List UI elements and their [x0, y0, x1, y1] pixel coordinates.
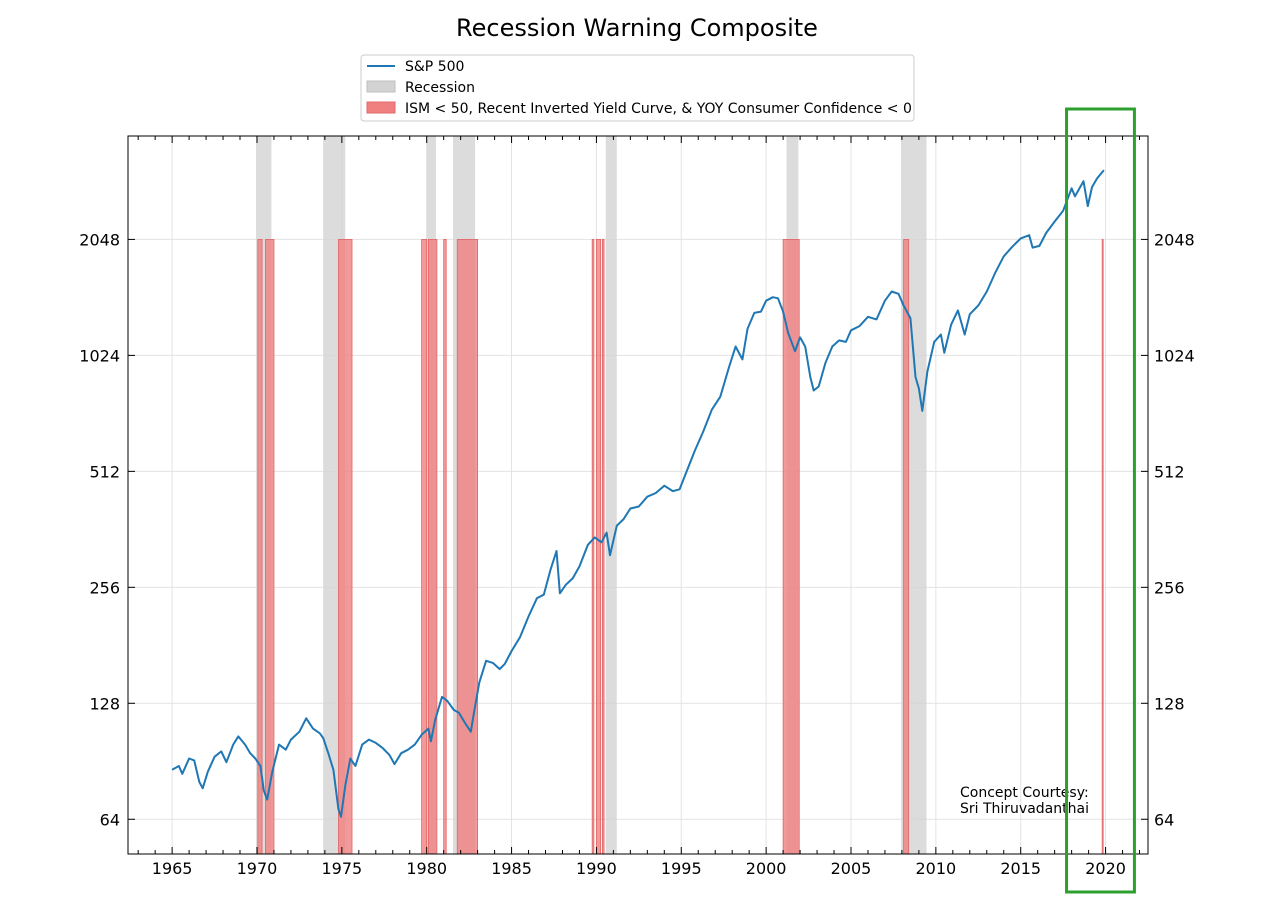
- y-tick-label-right: 2048: [1154, 230, 1195, 249]
- x-tick-label: 1970: [237, 859, 278, 878]
- y-tick-label-right: 256: [1154, 578, 1185, 597]
- legend-swatch-recession: [366, 80, 396, 93]
- recession-bands: [256, 136, 927, 854]
- warning-band: [1101, 239, 1104, 854]
- x-tick-label: 1975: [321, 859, 362, 878]
- warning-band: [782, 239, 800, 854]
- warning-band: [421, 239, 428, 854]
- axis-ticks: 1965 1970 1975 1980 1985 1990 1995 2000 2005 2010…: [79, 136, 1195, 878]
- y-tick-label-left: 128: [89, 694, 120, 713]
- x-tick-label: 1965: [152, 859, 193, 878]
- legend-label-warning: ISM < 50, Recent Inverted Yield Curve, &…: [405, 101, 912, 117]
- warning-band: [601, 239, 605, 854]
- x-tick-label: 2015: [1000, 859, 1041, 878]
- y-tick-label-left: 64: [100, 810, 120, 829]
- x-tick-label: 1980: [406, 859, 447, 878]
- courtesy-annotation: Concept Courtesy: Sri Thiruvadanthai: [960, 785, 1089, 817]
- y-tick-label-right: 128: [1154, 694, 1185, 713]
- y-tick-label-left: 1024: [79, 346, 120, 365]
- x-tick-label: 2010: [915, 859, 956, 878]
- y-tick-label-left: 512: [89, 462, 120, 481]
- x-tick-label: 2005: [831, 859, 872, 878]
- legend-swatch-warning: [366, 101, 396, 114]
- x-tick-label: 1990: [576, 859, 617, 878]
- x-tick-label: 2020: [1085, 859, 1126, 878]
- x-tick-label: 1995: [661, 859, 702, 878]
- warning-band: [591, 239, 595, 854]
- warning-band: [596, 239, 602, 854]
- y-tick-label-left: 256: [89, 578, 120, 597]
- legend: S&P 500 Recession ISM < 50, Recent Inver…: [360, 54, 915, 122]
- warning-band: [427, 239, 438, 854]
- warning-band: [265, 239, 275, 854]
- courtesy-line-1: Concept Courtesy:: [960, 785, 1089, 801]
- sp500-line-group: [171, 169, 1105, 818]
- y-tick-label-right: 64: [1154, 810, 1174, 829]
- plot-frame: [127, 135, 1149, 855]
- y-tick-label-right: 1024: [1154, 346, 1195, 365]
- y-tick-label-right: 512: [1154, 462, 1185, 481]
- chart-title: Recession Warning Composite: [456, 14, 818, 42]
- warning-band: [443, 239, 447, 854]
- courtesy-line-2: Sri Thiruvadanthai: [960, 801, 1089, 817]
- warning-band: [456, 239, 479, 854]
- y-tick-label-left: 2048: [79, 230, 120, 249]
- recession-band: [605, 136, 617, 854]
- legend-label-recession: Recession: [405, 80, 475, 96]
- highlight-box: [1065, 107, 1136, 894]
- x-tick-label: 1985: [491, 859, 532, 878]
- sp500-line: [171, 169, 1105, 818]
- warning-band: [903, 239, 910, 854]
- x-tick-label: 2000: [746, 859, 787, 878]
- warning-bands: [257, 239, 1104, 854]
- legend-label-sp500: S&P 500: [405, 59, 464, 75]
- legend-frame: [360, 54, 915, 122]
